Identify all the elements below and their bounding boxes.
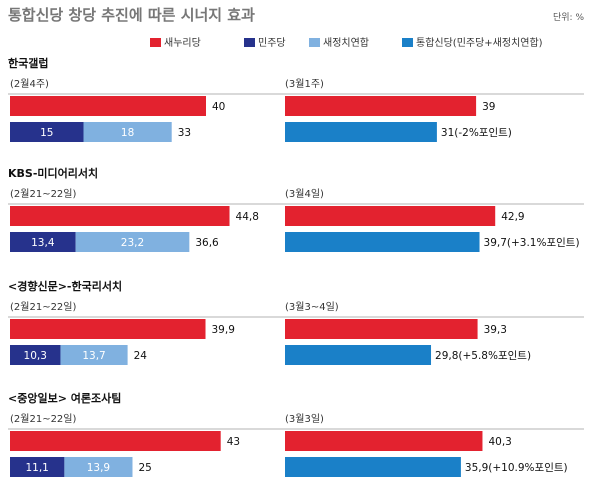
legend-label-saejeongchi: 새정치연합 bbox=[323, 37, 369, 49]
poll-name: 한국갤럽 bbox=[8, 56, 48, 70]
period-before: (2월21~22일) bbox=[10, 301, 76, 313]
label-before-saejeongchi: 13,7 bbox=[82, 350, 105, 362]
bar-before-saenuri bbox=[10, 431, 221, 451]
label-before-minju: 15 bbox=[40, 127, 53, 139]
bar-before-saenuri bbox=[10, 96, 206, 116]
bar-after-tonghap bbox=[285, 457, 461, 477]
period-after: (3월4일) bbox=[285, 188, 324, 200]
legend-label-saenuri: 새누리당 bbox=[164, 37, 201, 49]
legend: 새누리당 민주당 새정치연합 통합신당(민주당+새정치연합) bbox=[150, 37, 543, 49]
label-after-tonghap: 35,9(+10.9%포인트) bbox=[465, 462, 568, 474]
label-after-tonghap: 39,7(+3.1%포인트) bbox=[484, 237, 580, 249]
unit-label: 단위: % bbox=[553, 12, 584, 23]
period-before: (2월4주) bbox=[10, 78, 49, 90]
bar-before-minju bbox=[10, 122, 84, 142]
period-before: (2월21~22일) bbox=[10, 188, 76, 200]
label-before-saejeongchi: 13,9 bbox=[87, 462, 110, 474]
label-after-saenuri: 42,9 bbox=[501, 211, 524, 223]
label-before-total: 36,6 bbox=[195, 237, 219, 249]
label-after-saenuri: 40,3 bbox=[488, 436, 511, 448]
period-after: (3월1주) bbox=[285, 78, 324, 90]
poll-group: <경향신문>-한국리서치 (2월21~22일) (3월3~4일) 39,9 10,3 13… bbox=[8, 279, 584, 365]
bar-after-saenuri bbox=[285, 96, 477, 116]
label-before-total: 33 bbox=[178, 127, 191, 139]
poll-group: <중앙일보> 여론조사팀 (2월21~22일) (3월3일) 43 11,1 13,9 25… bbox=[8, 391, 584, 477]
label-before-total: 24 bbox=[134, 350, 148, 362]
bar-after-saenuri bbox=[285, 206, 496, 226]
legend-label-tonghap: 통합신당(민주당+새정치연합) bbox=[416, 37, 543, 49]
bar-before-saenuri bbox=[10, 319, 206, 339]
label-before-saenuri: 40 bbox=[212, 101, 225, 113]
bar-before-saenuri bbox=[10, 206, 230, 226]
legend-swatch-saenuri bbox=[150, 38, 161, 47]
period-after: (3월3~4일) bbox=[285, 301, 339, 313]
bar-before-saejeongchi bbox=[83, 122, 172, 142]
label-after-saenuri: 39 bbox=[482, 101, 495, 113]
label-before-saenuri: 44,8 bbox=[236, 211, 259, 223]
legend-swatch-saejeongchi bbox=[309, 38, 320, 47]
legend-swatch-minju bbox=[244, 38, 255, 47]
bar-before-minju bbox=[10, 232, 76, 252]
legend-label-minju: 민주당 bbox=[258, 37, 286, 49]
label-before-minju: 10,3 bbox=[24, 350, 47, 362]
poll-name: <중앙일보> 여론조사팀 bbox=[8, 391, 121, 405]
label-before-saenuri: 43 bbox=[227, 436, 240, 448]
bar-after-saenuri bbox=[285, 319, 478, 339]
bar-after-saenuri bbox=[285, 431, 483, 451]
label-before-saejeongchi: 23,2 bbox=[121, 237, 144, 249]
bar-after-tonghap bbox=[285, 122, 437, 142]
label-before-saejeongchi: 18 bbox=[121, 127, 134, 139]
label-after-saenuri: 39,3 bbox=[484, 324, 507, 336]
poll-name: KBS-미디어리서치 bbox=[8, 166, 98, 180]
bar-before-minju bbox=[10, 345, 61, 365]
bar-before-saejeongchi bbox=[60, 345, 128, 365]
period-before: (2월21~22일) bbox=[10, 413, 76, 425]
label-before-saenuri: 39,9 bbox=[212, 324, 235, 336]
bar-before-minju bbox=[10, 457, 65, 477]
poll-name: <경향신문>-한국리서치 bbox=[8, 279, 122, 293]
bar-after-tonghap bbox=[285, 232, 480, 252]
label-after-tonghap: 31(-2%포인트) bbox=[441, 127, 512, 139]
poll-group: 한국갤럽 (2월4주) (3월1주) 40 15 18 33 39 31(-2%포인트) bbox=[8, 56, 584, 142]
legend-swatch-tonghap bbox=[402, 38, 413, 47]
poll-group: KBS-미디어리서치 (2월21~22일) (3월4일) 44,8 13,4 23,2 36… bbox=[8, 166, 584, 252]
period-after: (3월3일) bbox=[285, 413, 324, 425]
poll-groups: 한국갤럽 (2월4주) (3월1주) 40 15 18 33 39 31(-2%포인트) KBS-… bbox=[8, 56, 584, 477]
bar-before-saejeongchi bbox=[64, 457, 133, 477]
chart-title: 통합신당 창당 추진에 따른 시너지 효과 bbox=[8, 6, 255, 24]
bar-after-tonghap bbox=[285, 345, 432, 365]
label-before-minju: 11,1 bbox=[25, 462, 48, 474]
label-after-tonghap: 29,8(+5.8%포인트) bbox=[435, 350, 531, 362]
bar-before-saejeongchi bbox=[75, 232, 190, 252]
label-before-total: 25 bbox=[139, 462, 152, 474]
label-before-minju: 13,4 bbox=[31, 237, 55, 249]
